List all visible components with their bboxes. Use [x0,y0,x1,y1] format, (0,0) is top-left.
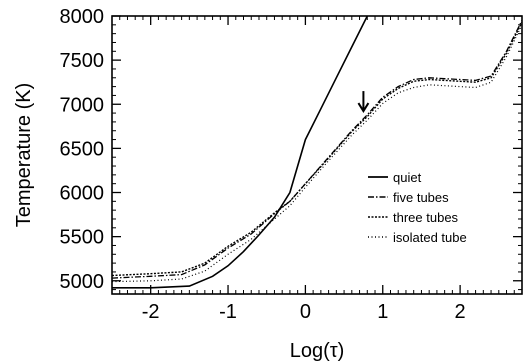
x-tick-label: 2 [455,301,466,323]
y-axis-title: Temperature (K) [13,83,35,228]
y-tick-label: 6500 [60,138,105,160]
x-tick-labels: -2 -1 0 1 2 [142,301,466,323]
series-line-0 [112,16,369,289]
axis-ticks [112,15,522,294]
y-tick-label: 7500 [60,50,105,72]
y-tick-labels: 5000 5500 6000 6500 7000 7500 8000 [60,6,105,293]
annotation-arrow-head [357,102,370,113]
series-layer [112,16,522,289]
legend-label-2: three tubes [393,210,459,225]
series-line-1 [112,20,522,279]
plot-frame [111,15,523,295]
y-tick-label: 5500 [60,227,105,249]
legend-label-0: quiet [393,170,422,185]
x-axis-title: Log(τ) [290,340,345,362]
y-tick-label: 7000 [60,94,105,116]
y-tick-label: 8000 [60,6,105,28]
y-tick-label: 6000 [60,183,105,205]
annotation-layer [357,91,370,113]
legend-label-3: isolated tube [393,230,467,245]
series-line-2 [112,21,522,277]
legend: quiet five tubes three tubes isolated tube [368,170,467,245]
x-tick-label: -2 [142,301,160,323]
x-tick-label: -1 [219,301,237,323]
legend-label-1: five tubes [393,190,449,205]
x-tick-label: 1 [377,301,388,323]
x-tick-label: 0 [300,301,311,323]
y-tick-label: 5000 [60,271,105,293]
